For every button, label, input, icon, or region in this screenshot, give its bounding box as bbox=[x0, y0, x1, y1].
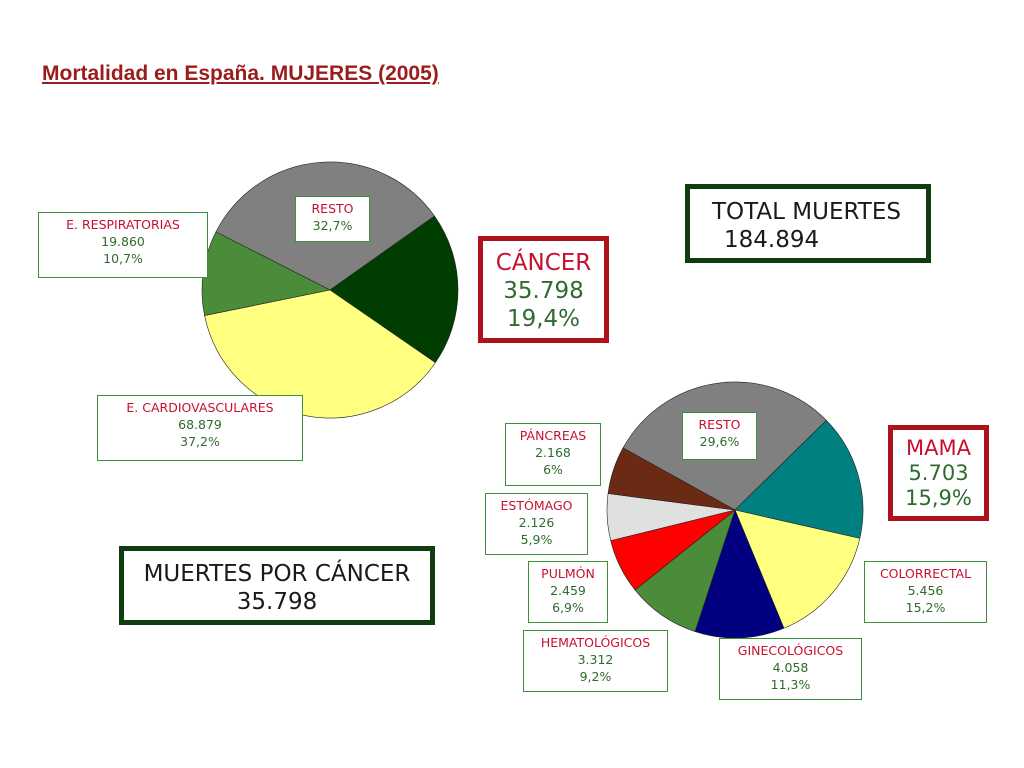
label-colorrectal: COLORRECTAL 5.456 15,2% bbox=[864, 561, 987, 623]
mama-box: MAMA 5.703 15,9% bbox=[888, 425, 989, 521]
pie-slice-e-cardiovasculares bbox=[204, 289, 436, 419]
pie-slice-ginecológicos bbox=[694, 509, 785, 639]
cancer-deaths-box: MUERTES POR CÁNCER 35.798 bbox=[119, 546, 435, 625]
label-respiratorias: E. RESPIRATORIAS 19.860 10,7% bbox=[38, 212, 208, 278]
label-resto-2: RESTO 29,6% bbox=[682, 412, 757, 460]
label-hematologicos: HEMATOLÓGICOS 3.312 9,2% bbox=[523, 630, 668, 692]
cancer-box: CÁNCER 35.798 19,4% bbox=[478, 236, 609, 343]
pie-chart-overall bbox=[201, 161, 459, 419]
pie-chart-cancer bbox=[606, 381, 864, 639]
pie-slice-colorrectal bbox=[734, 509, 861, 629]
label-pulmon: PULMÓN 2.459 6,9% bbox=[528, 561, 608, 623]
pie-slice-mama bbox=[734, 419, 864, 539]
pie-slice-cáncer bbox=[329, 215, 459, 364]
page-title: Mortalidad en España. MUJERES (2005) bbox=[42, 62, 439, 85]
label-cardiovasculares: E. CARDIOVASCULARES 68.879 37,2% bbox=[97, 395, 303, 461]
label-resto-1: RESTO 32,7% bbox=[295, 196, 370, 242]
label-estomago: ESTÓMAGO 2.126 5,9% bbox=[485, 493, 588, 555]
total-deaths-box: TOTAL MUERTES 184.894 bbox=[685, 184, 931, 263]
label-pancreas: PÁNCREAS 2.168 6% bbox=[505, 423, 601, 486]
label-ginecologicos: GINECOLÓGICOS 4.058 11,3% bbox=[719, 638, 862, 700]
pie-slice-páncreas bbox=[607, 447, 736, 511]
